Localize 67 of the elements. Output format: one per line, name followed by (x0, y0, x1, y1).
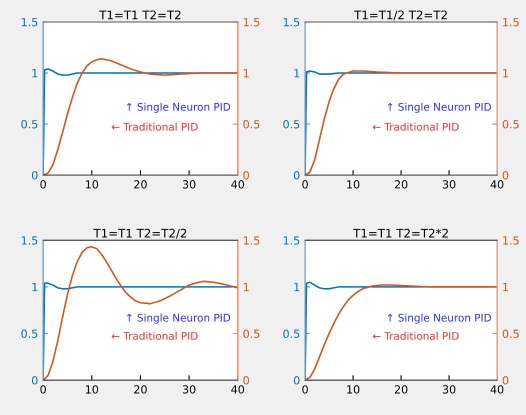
annotation: ↑ Single Neuron PID (127, 314, 230, 324)
y-tick-label: 0 (294, 171, 300, 180)
y-tick-label: 0 (32, 376, 38, 385)
y2-tick-label: 1.5 (244, 236, 260, 245)
y-tick-label: 0.5 (21, 329, 38, 338)
chart-title: T1=T1 T2=T2 (99, 10, 180, 20)
y-tick-label: 1 (294, 69, 300, 78)
x-tick-label: 20 (134, 385, 147, 394)
x-tick-label: 0 (40, 385, 46, 394)
x-tick-label: 40 (490, 180, 504, 189)
annotation: ← Traditional PID (112, 332, 198, 340)
line-series (43, 246, 238, 380)
y2-tick-label: 1 (244, 283, 249, 292)
annotation: ← Traditional PID (372, 332, 459, 340)
y-tick-label: 1.5 (284, 236, 300, 245)
line-series (43, 282, 238, 380)
x-tick-label: 0 (302, 385, 308, 394)
y-tick-label: 0.5 (21, 120, 38, 128)
y2-tick-label: 1.5 (244, 18, 260, 26)
y-tick-label: 1.5 (284, 18, 300, 26)
y2-tick-label: 0 (243, 376, 249, 385)
y-tick-label: 0.5 (283, 329, 300, 338)
chart-title: T1=T1 T2=T2*2 (353, 228, 448, 238)
y-tick-label: 1 (32, 69, 38, 78)
x-tick-label: 10 (86, 180, 98, 189)
x-tick-label: 20 (134, 180, 147, 189)
y2-tick-label: 0 (502, 171, 508, 180)
y2-tick-label: 0 (243, 171, 249, 180)
x-tick-label: 30 (182, 180, 196, 189)
y2-tick-label: 0 (502, 376, 508, 385)
annotation: ↑ Single Neuron PID (388, 102, 491, 113)
x-tick-label: 0 (40, 180, 46, 189)
y-tick-label: 0.5 (283, 120, 300, 128)
x-tick-label: 40 (231, 385, 244, 394)
y-tick-label: 0 (294, 376, 300, 385)
y-tick-label: 1.5 (22, 18, 38, 26)
x-tick-label: 0 (302, 180, 308, 189)
x-tick-label: 20 (394, 180, 408, 189)
annotation: ← Traditional PID (372, 122, 459, 131)
x-tick-label: 30 (442, 385, 456, 394)
chart-title: T1=T1 T2=T2/2 (93, 228, 186, 239)
line-series (305, 70, 498, 176)
y2-tick-label: 1.5 (503, 236, 519, 245)
y2-tick-label: 0.5 (243, 120, 260, 128)
x-tick-label: 30 (442, 180, 456, 189)
annotation: ↑ Single Neuron PID (388, 314, 491, 324)
annotation: ↑ Single Neuron PID (127, 102, 230, 113)
y-tick-label: 1 (294, 283, 300, 292)
y-tick-label: 1.5 (22, 236, 38, 245)
y2-tick-label: 0.5 (502, 120, 519, 128)
x-tick-label: 40 (231, 180, 244, 189)
x-tick-label: 10 (347, 385, 360, 394)
x-tick-label: 10 (86, 385, 98, 394)
y2-tick-label: 1 (244, 69, 249, 78)
chart-title: T1=T1/2 T2=T2 (354, 10, 447, 20)
x-tick-label: 20 (394, 385, 408, 394)
x-tick-label: 30 (182, 385, 196, 394)
y2-tick-label: 0.5 (502, 329, 519, 338)
y2-tick-label: 1 (503, 283, 508, 292)
annotation: ← Traditional PID (112, 122, 198, 131)
x-tick-label: 40 (490, 385, 504, 394)
y-tick-label: 1 (32, 283, 38, 292)
y2-tick-label: 1 (503, 69, 508, 78)
y-tick-label: 0 (32, 171, 38, 180)
x-tick-label: 10 (347, 180, 360, 189)
y2-tick-label: 0.5 (243, 329, 260, 338)
y2-tick-label: 1.5 (503, 18, 519, 26)
